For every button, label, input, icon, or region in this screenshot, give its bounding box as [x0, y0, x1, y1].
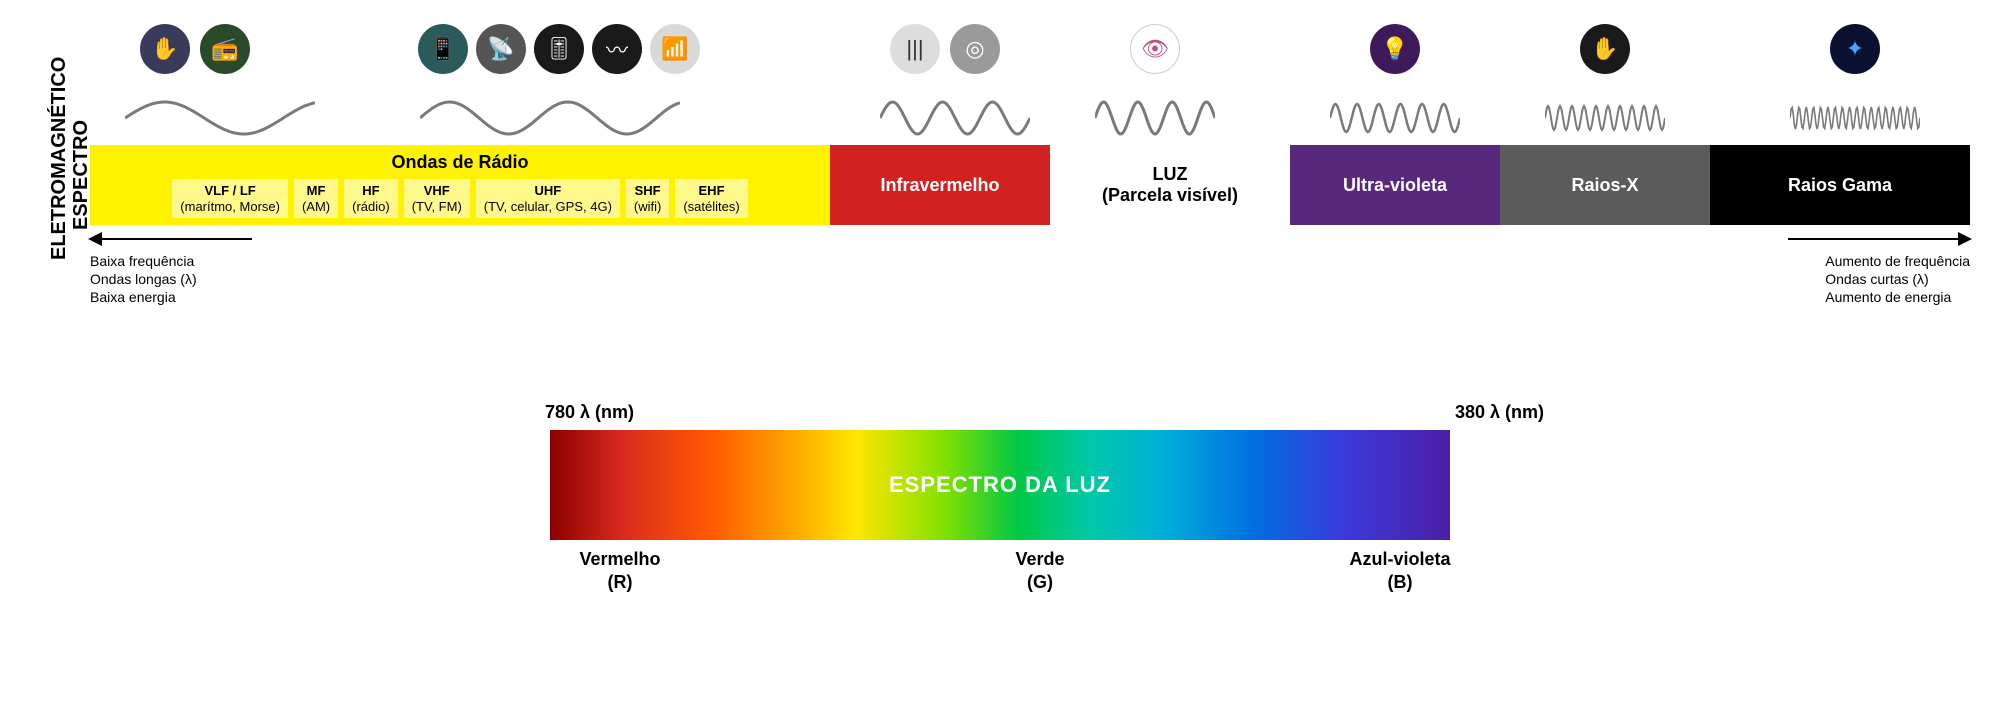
- spectrum-below-1: Verde(G): [970, 548, 1110, 595]
- arrow-left-l2: Ondas longas (λ): [90, 270, 197, 288]
- spectrum-left-top-label: 780 λ (nm): [545, 402, 634, 423]
- arrow-left-labels: Baixa frequência Ondas longas (λ) Baixa …: [90, 252, 197, 307]
- band-radio-subrow: VLF / LF(marítmo, Morse)MF(AM)HF(rádio)V…: [90, 179, 830, 218]
- side-label: ELETROMAGNÉTICO: [48, 57, 71, 260]
- radio-icon: 📻: [200, 24, 250, 74]
- band-visible-label2: (Parcela visível): [1102, 185, 1238, 206]
- wave-0: [125, 96, 315, 140]
- visible-spectrum-title: ESPECTRO DA LUZ: [889, 472, 1111, 498]
- icons-row: ✋📻📱📡🎚〰📶|||◎👁💡✋✦: [0, 24, 2000, 84]
- wave-2: [880, 96, 1030, 140]
- band-radio-sub-5: SHF(wifi): [626, 179, 669, 218]
- gamma-burst-icon: ✦: [1830, 24, 1880, 74]
- arrow-right-labels: Aumento de frequência Ondas curtas (λ) A…: [1825, 252, 1970, 307]
- antenna-icon: 📡: [476, 24, 526, 74]
- band-ir: Infravermelho: [830, 145, 1050, 225]
- arrow-right-l2: Ondas curtas (λ): [1825, 270, 1970, 288]
- band-uv-label: Ultra-violeta: [1343, 175, 1447, 196]
- arrow-right-head: [1958, 232, 1972, 246]
- phone-icon: 📱: [418, 24, 468, 74]
- arrow-right-line: [1788, 238, 1958, 240]
- wifi-icon: 📶: [650, 24, 700, 74]
- band-row: Ondas de Rádio VLF / LF(marítmo, Morse)MF…: [90, 145, 1970, 225]
- wave-4: [1330, 96, 1460, 140]
- uv-lamp-icon: 💡: [1370, 24, 1420, 74]
- band-gamma-label: Raios Gama: [1788, 175, 1892, 196]
- arrow-left-l1: Baixa frequência: [90, 252, 197, 270]
- eye-icon: 👁: [1130, 24, 1180, 74]
- wave-5: [1545, 96, 1665, 140]
- band-radio-label: Ondas de Rádio: [391, 152, 528, 173]
- arrow-right-l1: Aumento de frequência: [1825, 252, 1970, 270]
- spectrum-right-top-label: 380 λ (nm): [1455, 402, 1544, 423]
- band-xray: Raios-X: [1500, 145, 1710, 225]
- wave-1: [420, 96, 680, 140]
- signal-icon: 〰: [592, 24, 642, 74]
- ir-camera-icon: ◎: [950, 24, 1000, 74]
- band-visible-label: LUZ: [1153, 164, 1188, 185]
- arrow-right-l3: Aumento de energia: [1825, 288, 1970, 306]
- spectrum-below-0: Vermelho(R): [550, 548, 690, 595]
- arrow-left-l3: Baixa energia: [90, 288, 197, 306]
- band-radio-sub-6: EHF(satélites): [675, 179, 747, 218]
- band-gamma: Raios Gama: [1710, 145, 1970, 225]
- band-radio-sub-3: VHF(TV, FM): [404, 179, 470, 218]
- band-radio-sub-0: VLF / LF(marítmo, Morse): [172, 179, 288, 218]
- side-label-line2: ELETROMAGNÉTICO: [48, 57, 70, 260]
- wave-6: [1790, 96, 1920, 140]
- arrow-left-line: [102, 238, 252, 240]
- tuner-icon: 🎚: [534, 24, 584, 74]
- band-radio-sub-2: HF(rádio): [344, 179, 398, 218]
- band-visible: LUZ(Parcela visível): [1050, 145, 1290, 225]
- visible-spectrum: ESPECTRO DA LUZ: [550, 430, 1450, 540]
- wave-3: [1095, 96, 1215, 140]
- band-radio-sub-4: UHF(TV, celular, GPS, 4G): [476, 179, 620, 218]
- arrows-row: Baixa frequência Ondas longas (λ) Baixa …: [90, 232, 1970, 292]
- spectrum-below-2: Azul-violeta(B): [1330, 548, 1470, 595]
- waves-row: [0, 92, 2000, 142]
- band-ir-label: Infravermelho: [880, 175, 999, 196]
- band-xray-label: Raios-X: [1571, 175, 1638, 196]
- arrow-left-head: [88, 232, 102, 246]
- morse-icon: ✋: [140, 24, 190, 74]
- band-uv: Ultra-violeta: [1290, 145, 1500, 225]
- band-radio-sub-1: MF(AM): [294, 179, 338, 218]
- barcode-icon: |||: [890, 24, 940, 74]
- band-radio: Ondas de Rádio VLF / LF(marítmo, Morse)MF…: [90, 145, 830, 225]
- xray-hand-icon: ✋: [1580, 24, 1630, 74]
